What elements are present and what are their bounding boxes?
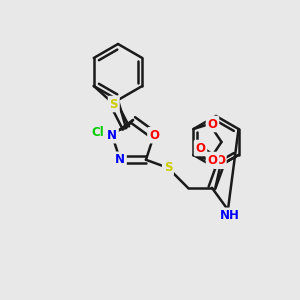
Text: N: N <box>107 129 117 142</box>
Text: O: O <box>208 154 218 166</box>
Text: N: N <box>115 153 125 166</box>
Text: O: O <box>196 142 206 154</box>
Text: O: O <box>149 129 159 142</box>
Text: NH: NH <box>220 209 240 222</box>
Text: S: S <box>164 161 172 174</box>
Text: O: O <box>215 154 225 167</box>
Text: O: O <box>208 118 218 130</box>
Text: S: S <box>110 98 118 110</box>
Text: Cl: Cl <box>92 127 104 140</box>
